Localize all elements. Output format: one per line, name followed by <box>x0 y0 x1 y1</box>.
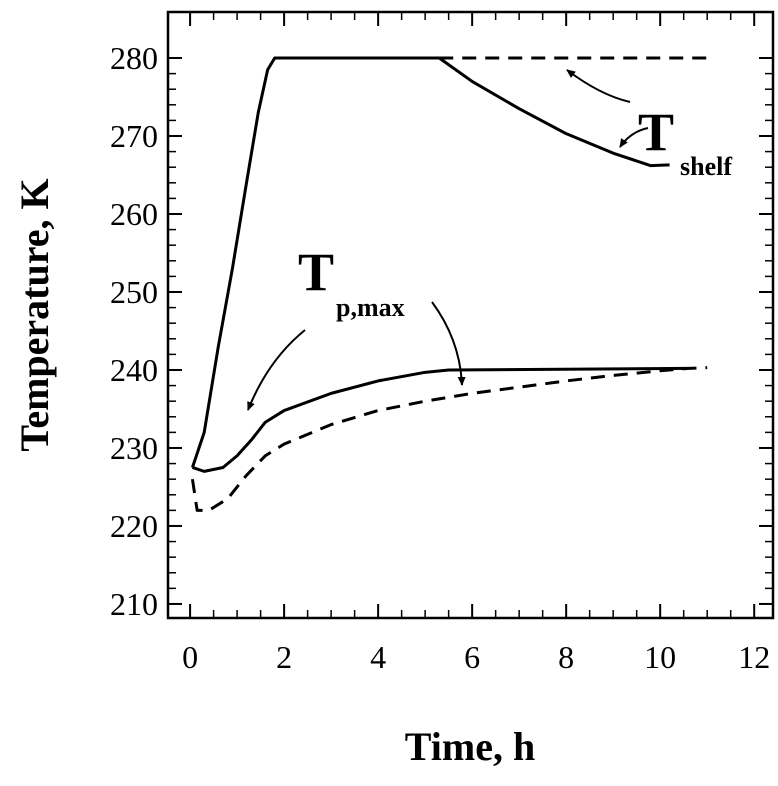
y-tick-label: 270 <box>110 118 158 154</box>
line-series <box>191 56 670 468</box>
y-tick-label: 220 <box>110 508 158 544</box>
x-tick-label: 6 <box>464 639 480 675</box>
y-tick-label: 250 <box>110 274 158 310</box>
x-tick-label: 8 <box>558 639 574 675</box>
line-series <box>191 366 689 473</box>
plot-frame <box>166 10 775 620</box>
y-tick-label: 240 <box>110 352 158 388</box>
x-tick-label: 10 <box>644 639 676 675</box>
arrows <box>247 69 649 411</box>
annotation: T <box>638 102 674 162</box>
x-tick-label: 12 <box>738 639 770 675</box>
y-tick-label: 230 <box>110 430 158 466</box>
line-series <box>190 366 708 512</box>
annotation-subscript: shelf <box>680 152 732 181</box>
y-tick-label: 260 <box>110 196 158 232</box>
y-tick-label: 280 <box>110 40 158 76</box>
x-axis-label: Time, h <box>405 724 535 769</box>
y-tick-label: 210 <box>110 586 158 622</box>
x-tick-label: 2 <box>276 639 292 675</box>
x-tick-label: 0 <box>182 639 198 675</box>
annotation: T <box>298 242 334 302</box>
annotation-subscript: p,max <box>336 293 405 322</box>
y-axis-label: Temperature, K <box>12 178 57 451</box>
x-tick-label: 4 <box>370 639 386 675</box>
